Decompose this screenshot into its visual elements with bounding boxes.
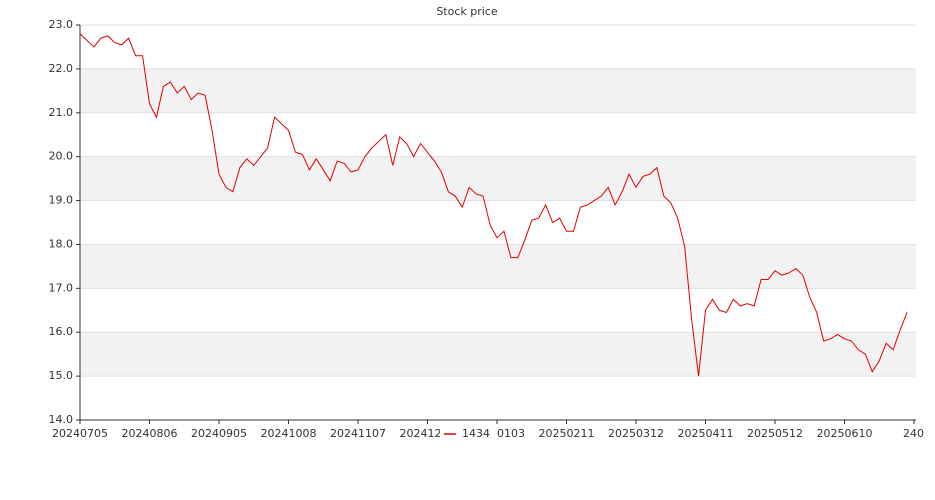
x-tick-label: 20241008 bbox=[261, 427, 317, 440]
legend: 1434 bbox=[440, 426, 496, 442]
y-tick-label: 17.0 bbox=[49, 281, 74, 294]
x-tick-label: 20240905 bbox=[191, 427, 247, 440]
y-tick-label: 14.0 bbox=[49, 413, 74, 426]
series-line bbox=[79, 33, 908, 377]
grid-band bbox=[80, 244, 916, 289]
grid-band bbox=[80, 332, 916, 377]
x-tick-label: 20240806 bbox=[122, 427, 178, 440]
y-tick-label: 22.0 bbox=[49, 62, 74, 75]
x-tick-label: 20250411 bbox=[678, 427, 734, 440]
y-tick-label: 19.0 bbox=[49, 194, 74, 207]
y-tick-label: 23.0 bbox=[49, 18, 74, 31]
x-tick-label: 20250211 bbox=[539, 427, 595, 440]
chart-title: Stock price bbox=[436, 5, 498, 18]
grid-band bbox=[80, 156, 916, 201]
x-tick-label: 20240705 bbox=[52, 427, 108, 440]
grid-band bbox=[80, 68, 916, 113]
legend-label: 1434 bbox=[462, 427, 490, 440]
legend-box bbox=[440, 426, 496, 442]
y-tick-label: 21.0 bbox=[49, 106, 74, 119]
y-tick-label: 16.0 bbox=[49, 325, 74, 338]
y-tick-label: 20.0 bbox=[49, 150, 74, 163]
x-tick-label: 20250312 bbox=[608, 427, 664, 440]
x-tick-label: 20250512 bbox=[747, 427, 803, 440]
x-tick-label: 20250610 bbox=[817, 427, 873, 440]
x-tick-label: 20241107 bbox=[330, 427, 386, 440]
x-tick-label: 240 bbox=[903, 427, 924, 440]
y-tick-label: 18.0 bbox=[49, 237, 74, 250]
y-tick-label: 15.0 bbox=[49, 369, 74, 382]
